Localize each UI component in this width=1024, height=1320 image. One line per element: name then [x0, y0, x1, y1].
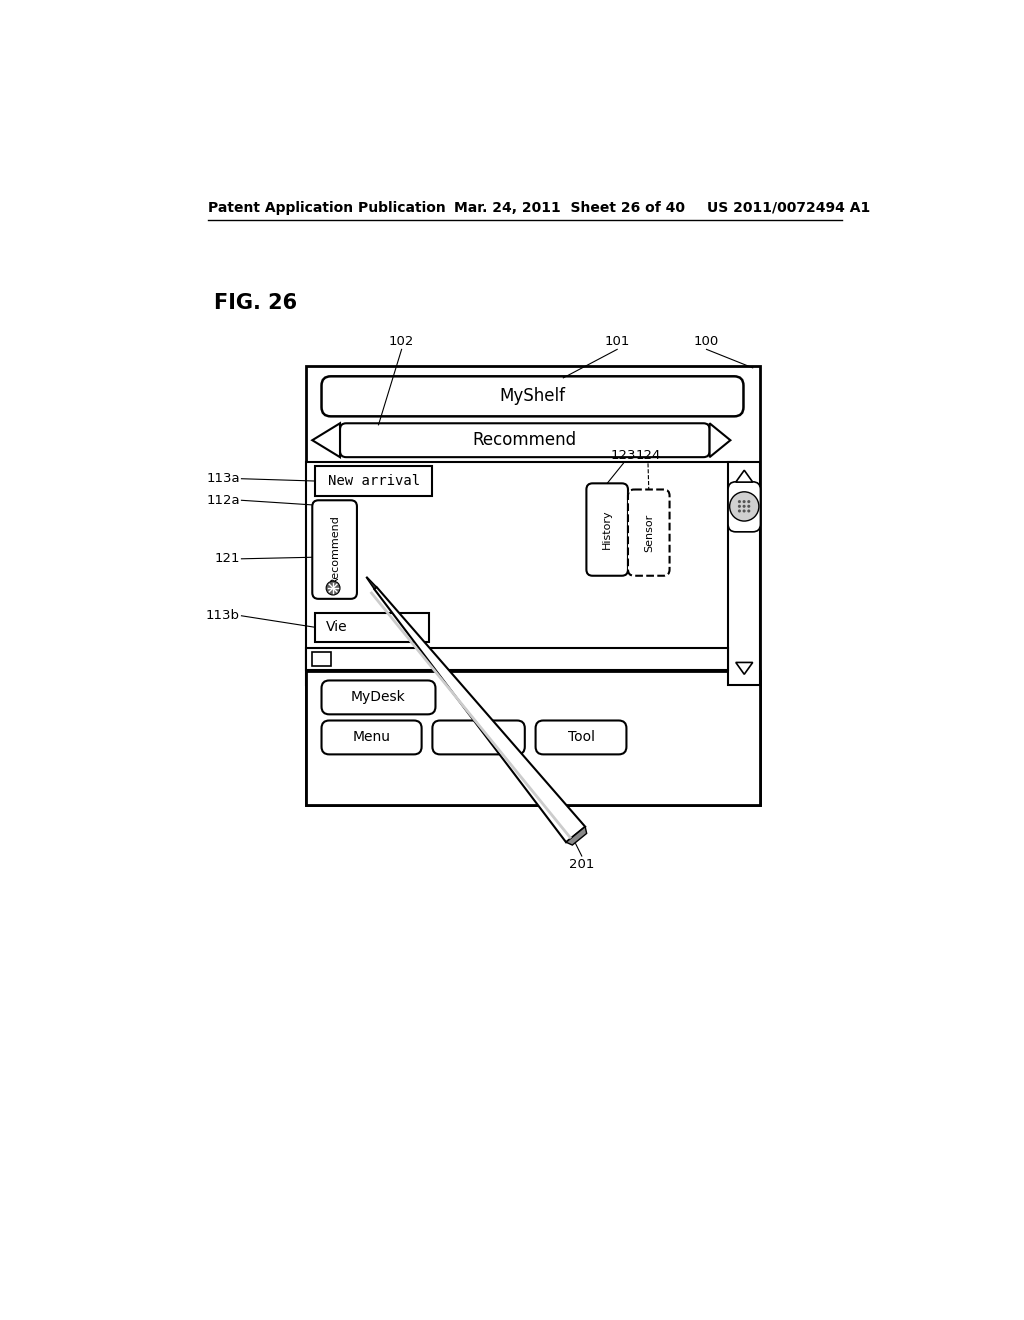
Bar: [315, 612, 429, 642]
Text: MyShelf: MyShelf: [500, 387, 565, 405]
Text: 201: 201: [569, 858, 595, 871]
Polygon shape: [566, 826, 587, 845]
Text: 113a: 113a: [206, 473, 240, 486]
Circle shape: [738, 504, 741, 508]
Text: History: History: [602, 510, 612, 549]
Text: Recommend: Recommend: [473, 432, 577, 449]
Text: 123: 123: [610, 449, 636, 462]
Bar: [312, 652, 331, 665]
Text: FIG. 26: FIG. 26: [214, 293, 297, 313]
Text: 102: 102: [389, 335, 415, 348]
Text: Sensor: Sensor: [644, 513, 653, 552]
Circle shape: [748, 500, 751, 503]
FancyBboxPatch shape: [322, 721, 422, 755]
FancyBboxPatch shape: [536, 721, 627, 755]
Bar: [306, 648, 728, 669]
FancyBboxPatch shape: [628, 490, 670, 576]
Circle shape: [326, 581, 340, 595]
Bar: [306, 367, 761, 805]
Polygon shape: [736, 663, 753, 675]
Text: 112a: 112a: [206, 494, 240, 507]
Circle shape: [742, 504, 745, 508]
Circle shape: [738, 510, 741, 512]
FancyBboxPatch shape: [322, 376, 743, 416]
Text: 124: 124: [635, 449, 660, 462]
FancyBboxPatch shape: [587, 483, 628, 576]
Text: 101: 101: [604, 335, 630, 348]
Text: Patent Application Publication: Patent Application Publication: [208, 201, 445, 215]
FancyBboxPatch shape: [312, 500, 357, 599]
Polygon shape: [736, 470, 753, 482]
Text: Mar. 24, 2011  Sheet 26 of 40: Mar. 24, 2011 Sheet 26 of 40: [454, 201, 685, 215]
Bar: [306, 671, 761, 805]
Polygon shape: [312, 424, 340, 457]
Text: Tool: Tool: [567, 730, 595, 744]
Circle shape: [730, 492, 759, 521]
Text: Menu: Menu: [352, 730, 390, 744]
Bar: [306, 462, 737, 685]
Circle shape: [748, 504, 751, 508]
Text: 121: 121: [214, 552, 240, 565]
Circle shape: [738, 500, 741, 503]
Text: MyDesk: MyDesk: [351, 690, 406, 705]
Bar: [315, 466, 432, 496]
Circle shape: [742, 510, 745, 512]
Text: 113b: 113b: [206, 610, 240, 622]
Polygon shape: [374, 587, 585, 842]
Polygon shape: [710, 424, 730, 457]
FancyBboxPatch shape: [728, 482, 761, 532]
Text: New arrival: New arrival: [328, 474, 420, 488]
Polygon shape: [367, 577, 377, 589]
FancyBboxPatch shape: [340, 424, 710, 457]
FancyBboxPatch shape: [432, 721, 524, 755]
Bar: [728, 462, 761, 685]
Text: Vie: Vie: [326, 620, 348, 635]
FancyBboxPatch shape: [322, 681, 435, 714]
Text: US 2011/0072494 A1: US 2011/0072494 A1: [707, 201, 869, 215]
Text: 100: 100: [694, 335, 719, 348]
Circle shape: [742, 500, 745, 503]
Circle shape: [748, 510, 751, 512]
Text: Recommend: Recommend: [330, 515, 340, 585]
